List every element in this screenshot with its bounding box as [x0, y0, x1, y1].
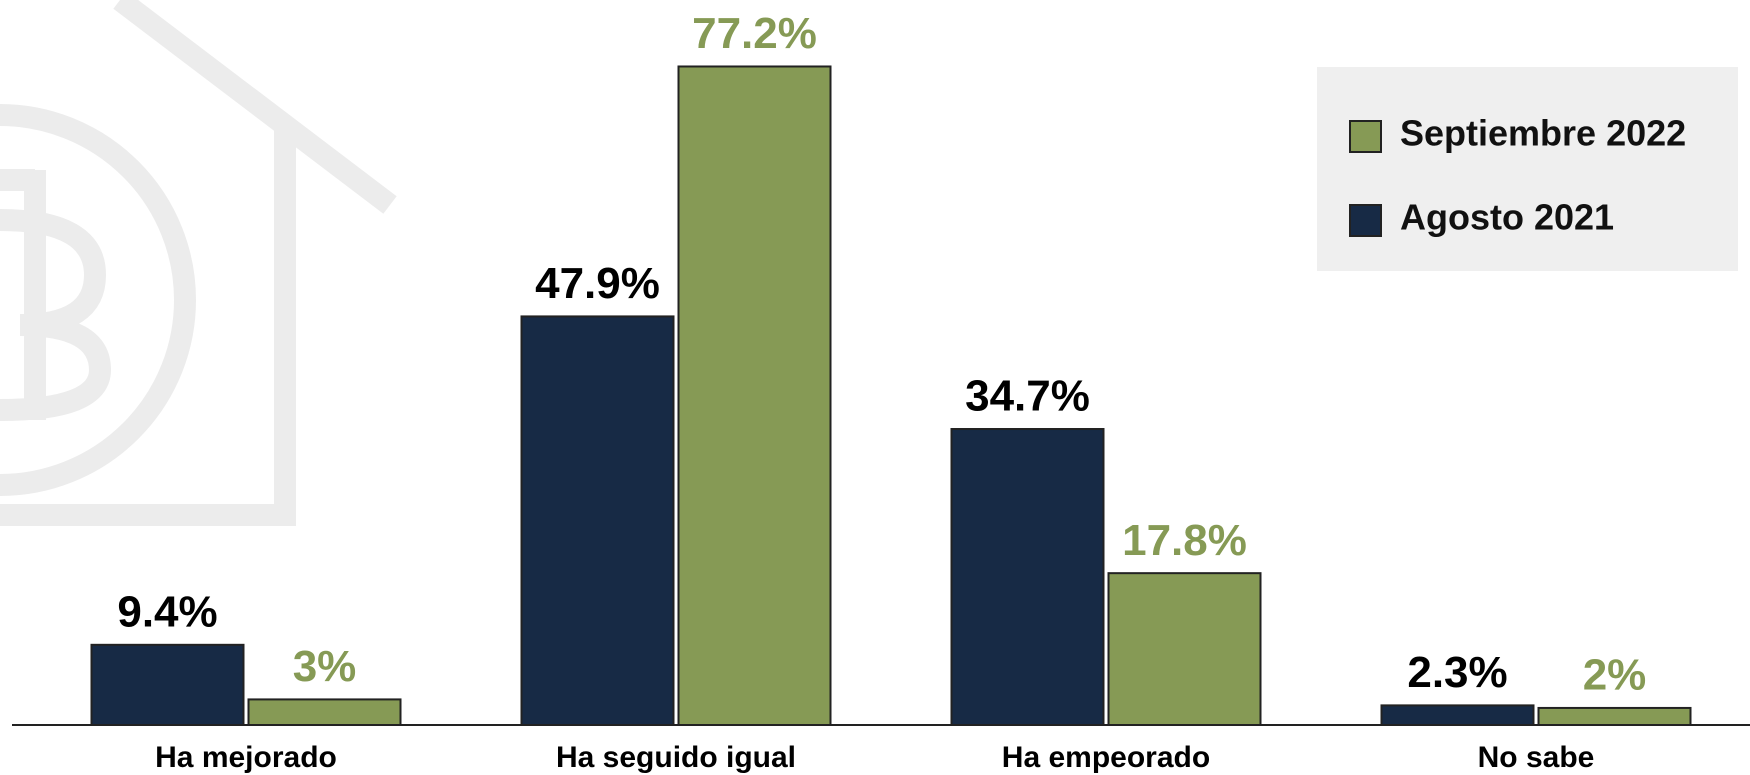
- bar: [90, 643, 245, 726]
- legend-swatch: [1349, 120, 1382, 153]
- bar: [1107, 572, 1262, 727]
- value-label: 34.7%: [965, 372, 1090, 421]
- bar: [677, 65, 832, 726]
- bar: [247, 698, 402, 726]
- legend-label: Septiembre 2022: [1400, 113, 1686, 154]
- bar: [950, 428, 1105, 726]
- bar: [1380, 704, 1535, 726]
- legend-box: [1317, 67, 1738, 271]
- watermark: [0, 0, 397, 526]
- value-label: 77.2%: [692, 9, 817, 58]
- value-label: 3%: [293, 642, 357, 691]
- legend-swatch: [1349, 204, 1382, 237]
- x-tick-label: Ha empeorado: [1002, 741, 1210, 774]
- legend-label: Agosto 2021: [1400, 197, 1614, 238]
- bar: [520, 315, 675, 726]
- x-tick-label: No sabe: [1478, 741, 1595, 774]
- bar: [1537, 706, 1692, 727]
- value-label: 47.9%: [535, 259, 660, 308]
- value-label: 2.3%: [1407, 648, 1507, 697]
- value-label: 17.8%: [1122, 516, 1247, 565]
- x-tick-label: Ha mejorado: [155, 741, 337, 774]
- value-label: 9.4%: [117, 587, 217, 636]
- value-label: 2%: [1583, 651, 1647, 700]
- x-tick-label: Ha seguido igual: [556, 741, 796, 774]
